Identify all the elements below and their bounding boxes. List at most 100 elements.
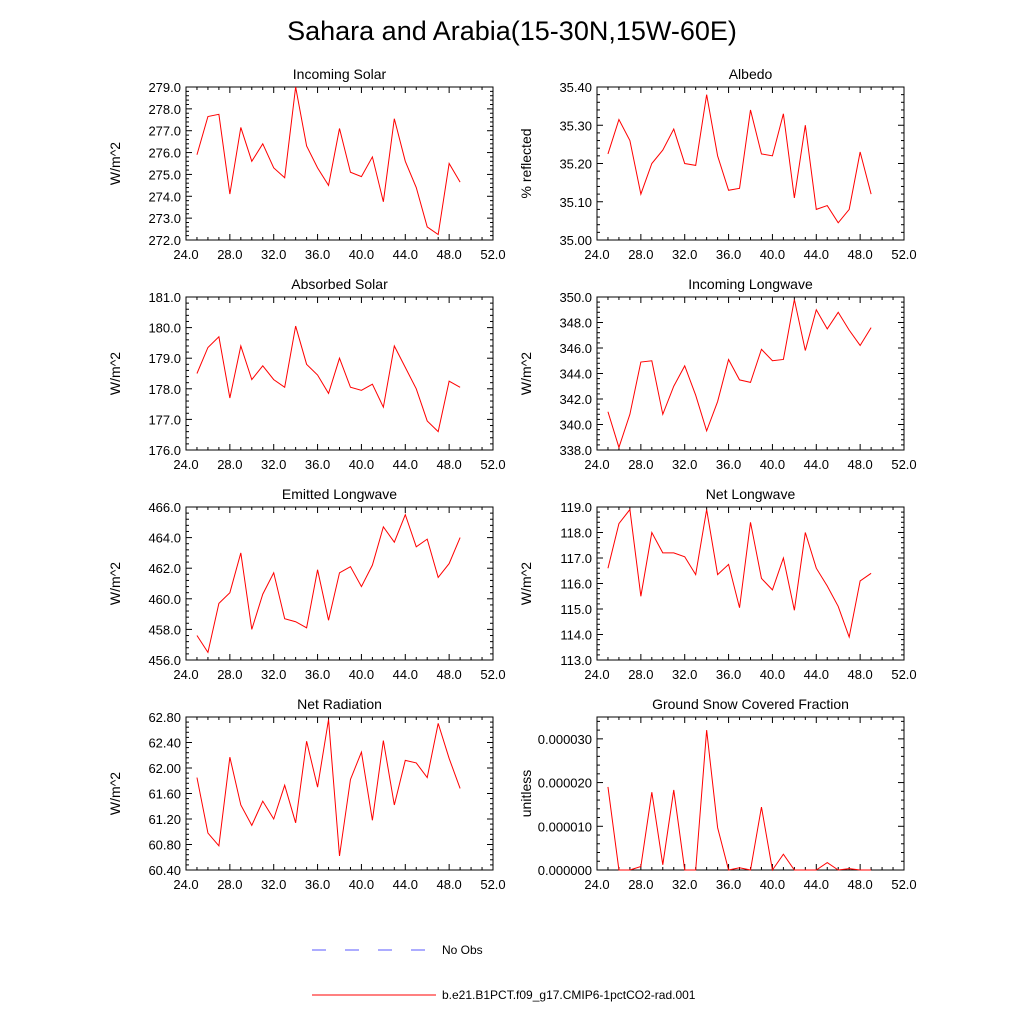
y-tick-label: 61.60: [148, 787, 181, 802]
y-tick-label: 272.0: [148, 233, 181, 248]
y-tick-label: 116.0: [560, 577, 592, 592]
y-tick-label: 456.0: [148, 653, 181, 668]
y-tick-label: 0.000000: [538, 863, 592, 878]
series-line-model: [196, 325, 461, 433]
x-tick-label: 28.0: [217, 457, 242, 472]
legend: No Obs b.e21.B1PCT.f09_g17.CMIP6-1pctCO2-…: [312, 943, 696, 1002]
y-tick-label: 344.0: [559, 367, 592, 382]
x-tick-label: 44.0: [393, 877, 418, 892]
x-tick-label: 24.0: [584, 667, 609, 682]
x-tick-label: 52.0: [891, 667, 916, 682]
x-tick-label: 24.0: [173, 667, 198, 682]
y-axis-label: % reflected: [518, 128, 534, 198]
x-tick-label: 52.0: [891, 247, 916, 262]
y-axis-label: W/m^2: [107, 772, 123, 815]
x-tick-label: 52.0: [480, 877, 505, 892]
x-tick-label: 40.0: [760, 457, 785, 472]
legend-label: No Obs: [442, 943, 483, 957]
panel-title: Emitted Longwave: [282, 486, 397, 502]
y-tick-label: 340.0: [559, 418, 592, 433]
x-tick-label: 40.0: [760, 877, 785, 892]
panel-title: Net Radiation: [297, 696, 382, 712]
y-axis-label: W/m^2: [107, 562, 123, 605]
panel-ground-snow-covered-fraction: Ground Snow Covered Fraction unitless 24.0…: [518, 696, 917, 892]
x-tick-label: 48.0: [847, 247, 872, 262]
x-tick-label: 52.0: [891, 457, 916, 472]
panel-net-radiation: Net Radiation W/m^2 24.0 28.0 32.0 36.0 40.0 44…: [107, 696, 506, 892]
x-tick-label: 32.0: [672, 457, 697, 472]
y-tick-label: 278.0: [148, 102, 181, 117]
x-tick-label: 32.0: [261, 457, 286, 472]
x-tick-label: 52.0: [480, 667, 505, 682]
y-axis-label: W/m^2: [518, 562, 534, 605]
y-tick-label: 178.0: [148, 382, 181, 397]
y-tick-label: 348.0: [559, 316, 592, 331]
y-tick-label: 462.0: [148, 561, 181, 576]
y-tick-label: 338.0: [559, 443, 592, 458]
y-axis-label: unitless: [518, 770, 534, 817]
x-tick-label: 28.0: [217, 667, 242, 682]
x-tick-label: 48.0: [847, 457, 872, 472]
x-tick-label: 44.0: [804, 877, 829, 892]
series-line-model: [607, 508, 872, 639]
legend-item-model: b.e21.B1PCT.f09_g17.CMIP6-1pctCO2-rad.00…: [312, 988, 696, 1002]
y-tick-label: 35.10: [559, 195, 592, 210]
y-tick-label: 275.0: [148, 167, 181, 182]
panels-grid: Incoming Solar W/m^2 24.0 28.0 32.0 36.0 40.0 4…: [107, 66, 917, 892]
x-tick-label: 36.0: [716, 667, 741, 682]
y-tick-label: 60.80: [148, 838, 181, 853]
x-tick-label: 40.0: [349, 667, 374, 682]
x-tick-label: 36.0: [716, 457, 741, 472]
series-line-model: [607, 730, 872, 872]
y-tick-label: 62.40: [148, 736, 181, 751]
panel-title: Incoming Solar: [293, 66, 387, 82]
y-tick-label: 118.0: [560, 526, 592, 541]
x-tick-label: 48.0: [847, 667, 872, 682]
x-tick-label: 40.0: [760, 667, 785, 682]
x-tick-label: 40.0: [349, 247, 374, 262]
x-tick-label: 44.0: [804, 667, 829, 682]
y-tick-label: 176.0: [148, 443, 181, 458]
y-tick-label: 119.0: [560, 500, 592, 515]
y-tick-label: 350.0: [559, 290, 592, 305]
y-tick-label: 35.20: [559, 157, 592, 172]
y-tick-label: 114.0: [560, 628, 592, 643]
x-tick-label: 24.0: [173, 877, 198, 892]
y-tick-label: 117.0: [560, 551, 592, 566]
y-tick-label: 274.0: [148, 189, 181, 204]
y-tick-label: 181.0: [148, 290, 181, 305]
y-axis-label: W/m^2: [518, 352, 534, 395]
y-tick-label: 35.00: [559, 233, 592, 248]
x-tick-label: 36.0: [305, 667, 330, 682]
x-tick-label: 48.0: [436, 877, 461, 892]
x-tick-label: 52.0: [480, 247, 505, 262]
x-tick-label: 36.0: [305, 247, 330, 262]
x-tick-label: 44.0: [393, 247, 418, 262]
x-tick-label: 28.0: [628, 247, 653, 262]
x-tick-label: 52.0: [891, 877, 916, 892]
x-tick-label: 44.0: [393, 667, 418, 682]
x-tick-label: 48.0: [436, 247, 461, 262]
x-tick-label: 28.0: [217, 247, 242, 262]
y-tick-label: 61.20: [148, 812, 181, 827]
x-tick-label: 24.0: [173, 457, 198, 472]
x-tick-label: 40.0: [349, 877, 374, 892]
x-tick-label: 36.0: [716, 877, 741, 892]
y-tick-label: 279.0: [148, 80, 181, 95]
x-tick-label: 40.0: [349, 457, 374, 472]
panel-absorbed-solar: Absorbed Solar W/m^2 24.0 28.0 32.0 36.0 40.0 4…: [107, 276, 506, 472]
panel-title: Albedo: [729, 66, 773, 82]
y-tick-label: 342.0: [559, 392, 592, 407]
panel-title: Absorbed Solar: [291, 276, 388, 292]
x-tick-label: 36.0: [305, 877, 330, 892]
x-tick-label: 32.0: [261, 247, 286, 262]
y-axis-label: W/m^2: [107, 142, 123, 185]
x-tick-label: 32.0: [672, 877, 697, 892]
x-tick-label: 32.0: [261, 877, 286, 892]
legend-item-obs: No Obs: [312, 943, 483, 957]
x-tick-label: 24.0: [584, 457, 609, 472]
panel-incoming-longwave: Incoming Longwave W/m^2 24.0 28.0 32.0 36.0 40…: [518, 276, 917, 472]
x-tick-label: 36.0: [716, 247, 741, 262]
